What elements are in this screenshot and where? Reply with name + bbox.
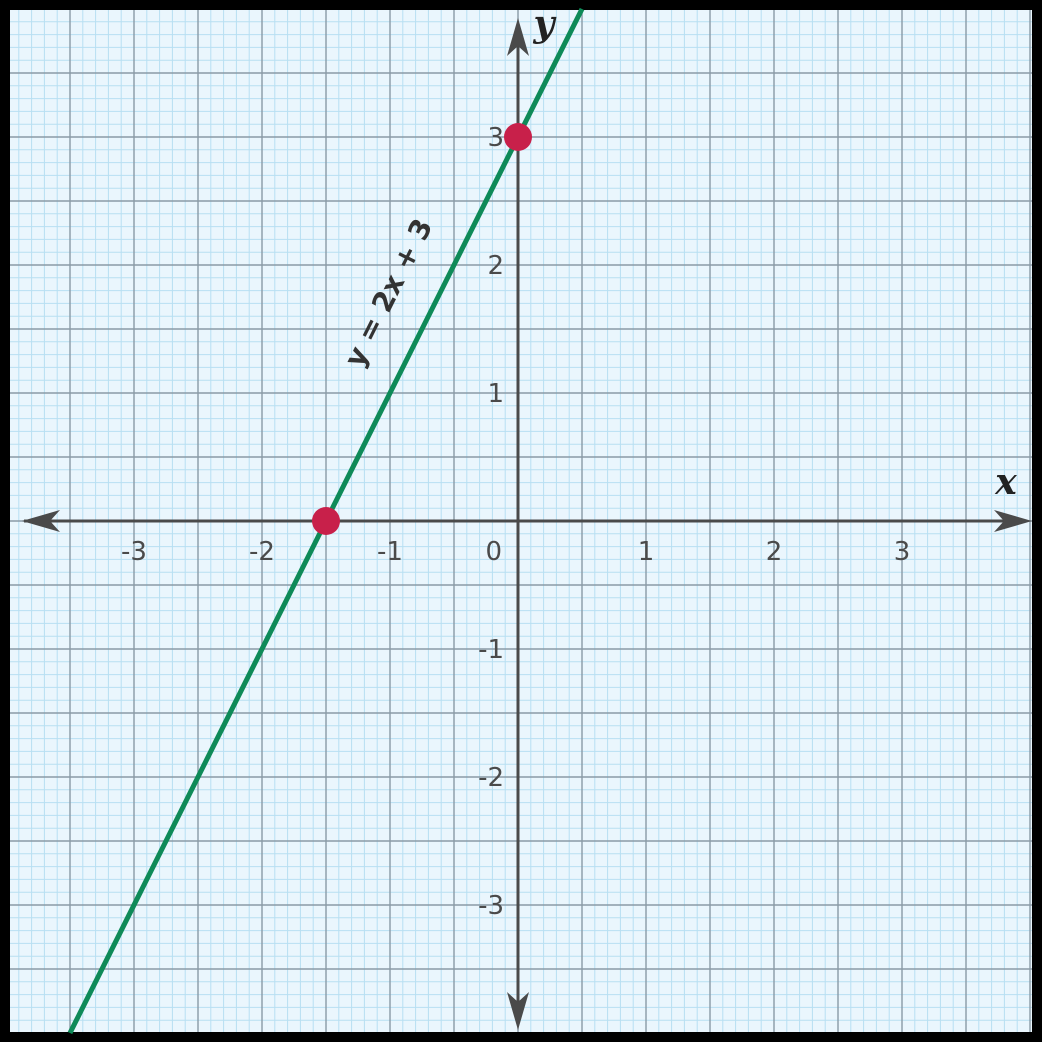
data-point xyxy=(312,507,340,535)
x-tick-label: -1 xyxy=(377,537,403,567)
y-tick-label: 1 xyxy=(487,379,504,409)
x-tick-label: -2 xyxy=(249,537,275,567)
x-tick-label: -3 xyxy=(121,537,147,567)
y-tick-label: 2 xyxy=(487,251,504,281)
x-axis-label: x xyxy=(994,461,1017,503)
tick-labels: -3 -2 -1 1 2 3 3 2 1 -1 -2 -3 xyxy=(121,123,910,921)
y-axis-arrow-up xyxy=(507,18,529,56)
y-axis-label: y xyxy=(533,3,557,45)
x-tick-label: 2 xyxy=(766,537,783,567)
x-tick-label: 3 xyxy=(894,537,911,567)
x-tick-label: 1 xyxy=(638,537,655,567)
axes xyxy=(22,18,1032,1030)
x-axis-arrow-right xyxy=(994,510,1032,532)
points-group xyxy=(312,123,532,535)
y-tick-label: -1 xyxy=(478,635,504,665)
y-tick-label: -3 xyxy=(478,891,504,921)
origin-label: 0 xyxy=(485,537,502,567)
data-point xyxy=(504,123,532,151)
y-tick-label: -2 xyxy=(478,763,504,793)
y-tick-label: 3 xyxy=(487,123,504,153)
y-axis-arrow-down xyxy=(507,992,529,1030)
x-axis-arrow-left xyxy=(22,510,60,532)
